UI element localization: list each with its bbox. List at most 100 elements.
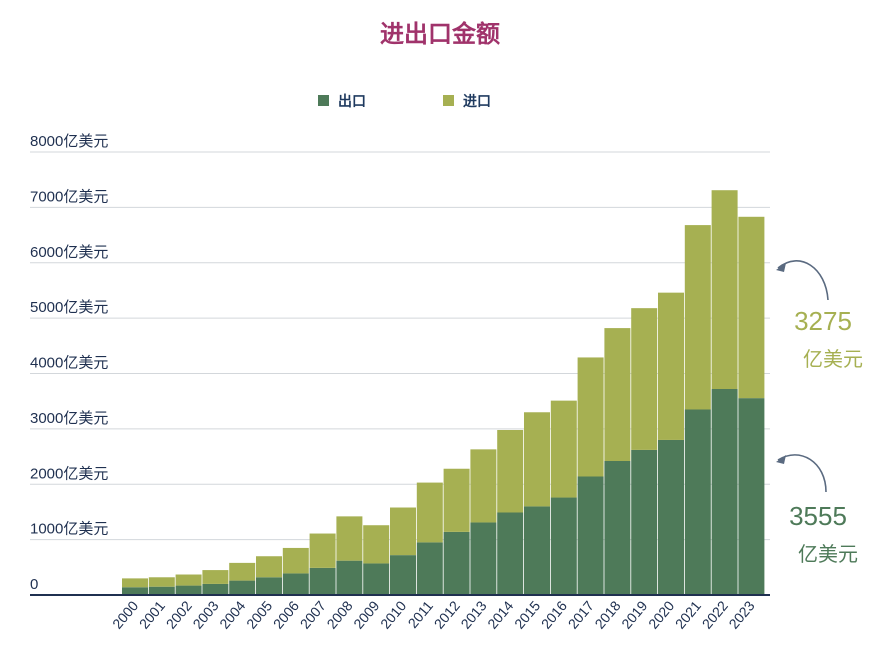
bar-import	[148, 577, 175, 587]
bar-export	[229, 580, 256, 595]
chart-title: 进出口金额	[380, 19, 500, 48]
annotation-export-unit: 亿美元	[798, 542, 858, 566]
annotation-export: 3555 亿美元	[776, 454, 858, 566]
bar-export	[336, 560, 363, 595]
bar-export	[524, 506, 550, 595]
annotation-import-unit: 亿美元	[803, 347, 863, 371]
bar-import	[658, 292, 684, 440]
x-tick-label: 2023	[725, 597, 757, 631]
bar-import	[631, 308, 658, 450]
x-tick-label: 2019	[618, 597, 650, 631]
bar-export	[631, 449, 658, 595]
bar-export	[497, 512, 524, 595]
y-tick-label: 3000亿美元	[30, 410, 108, 427]
bar-import	[363, 525, 390, 564]
x-tick-label: 2013	[457, 597, 489, 631]
x-tick-label: 2006	[270, 597, 302, 631]
bar-import	[604, 328, 631, 461]
bar-import	[711, 190, 738, 390]
annotation-export-arrow	[777, 454, 827, 493]
x-tick-label: 2010	[377, 597, 409, 631]
bar-export	[282, 573, 309, 595]
bar-import	[443, 468, 470, 532]
x-tick-label: 2001	[136, 597, 168, 631]
x-tick-label: 2002	[163, 597, 195, 631]
bar-export	[122, 587, 148, 595]
bar-export	[202, 583, 229, 595]
bar-export	[470, 522, 497, 595]
x-tick-label: 2011	[404, 597, 436, 631]
bar-export	[256, 577, 282, 595]
bar-import	[122, 578, 148, 588]
bars	[122, 190, 765, 595]
legend-label-import: 进口	[463, 94, 491, 110]
x-tick-label: 2004	[216, 597, 248, 631]
bar-import	[256, 556, 282, 578]
x-axis-ticks: 2000200120022003200420052006200720082009…	[109, 597, 758, 631]
bar-export	[577, 476, 604, 595]
bar-export	[363, 563, 390, 595]
x-tick-label: 2021	[672, 597, 704, 631]
bar-export	[416, 542, 443, 595]
y-tick-label: 1000亿美元	[30, 521, 108, 538]
legend: 出口 进口	[318, 93, 491, 110]
bar-export	[175, 585, 202, 595]
bar-import	[550, 400, 577, 498]
x-tick-label: 2008	[323, 597, 355, 631]
bar-import	[229, 562, 256, 581]
x-tick-label: 2014	[484, 597, 516, 631]
bar-import	[577, 357, 604, 477]
x-tick-label: 2012	[431, 597, 463, 631]
bar-import	[336, 516, 363, 561]
annotation-import: 3275 亿美元	[776, 260, 863, 371]
x-tick-label: 2018	[591, 597, 623, 631]
x-tick-label: 2005	[243, 597, 275, 631]
y-tick-label: 6000亿美元	[30, 244, 108, 261]
gridlines	[30, 151, 770, 541]
y-tick-label: 5000亿美元	[30, 299, 108, 316]
annotation-import-value: 3275	[794, 306, 852, 336]
bar-export	[550, 497, 577, 595]
bar-import	[390, 507, 416, 556]
bar-import	[416, 482, 443, 543]
y-axis-ticks: 0 1000亿美元 2000亿美元 3000亿美元 4000亿美元 5000亿美元 6000…	[30, 133, 108, 593]
bar-import	[282, 547, 309, 574]
x-tick-label: 2003	[189, 597, 221, 631]
y-tick-label: 2000亿美元	[30, 465, 108, 482]
y-tick-label: 8000亿美元	[30, 133, 108, 150]
x-tick-label: 2015	[511, 597, 543, 631]
bar-export	[658, 439, 684, 595]
y-tick-label: 4000亿美元	[30, 355, 108, 372]
bar-import	[309, 533, 336, 568]
x-tick-label: 2009	[350, 597, 382, 631]
bar-import	[202, 570, 229, 584]
annotation-export-arrowhead	[776, 455, 786, 464]
legend-swatch-import	[443, 95, 454, 106]
x-tick-label: 2000	[109, 597, 141, 631]
x-tick-label: 2020	[645, 597, 677, 631]
bar-import	[497, 429, 524, 513]
y-tick-label: 7000亿美元	[30, 188, 108, 205]
bar-export	[443, 531, 470, 595]
bar-export	[309, 567, 336, 595]
bar-import	[175, 574, 202, 586]
bar-export	[390, 555, 416, 595]
bar-export	[604, 460, 631, 595]
x-tick-label: 2016	[538, 597, 570, 631]
x-tick-label: 2007	[297, 597, 329, 631]
legend-label-export: 出口	[338, 93, 366, 110]
bar-export	[738, 398, 765, 595]
y-tick-label: 0	[30, 576, 38, 593]
bar-export	[711, 389, 738, 595]
x-tick-label: 2017	[565, 597, 597, 631]
annotation-import-arrowhead	[776, 263, 786, 272]
legend-swatch-export	[318, 95, 329, 106]
bar-import	[470, 449, 497, 523]
bar-import	[524, 412, 550, 507]
bar-import	[684, 225, 711, 410]
annotation-export-value: 3555	[789, 501, 847, 531]
bar-export	[684, 409, 711, 595]
x-tick-label: 2022	[699, 597, 731, 631]
annotation-import-arrow	[777, 260, 829, 301]
